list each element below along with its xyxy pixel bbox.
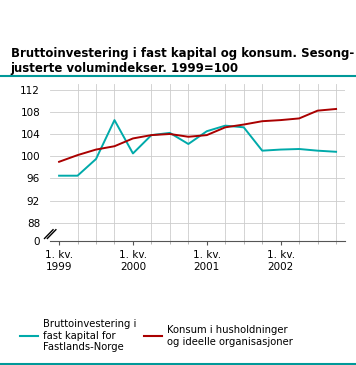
Text: Bruttoinvestering i fast kapital og konsum. Sesong-
justerte volumindekser. 1999: Bruttoinvestering i fast kapital og kons… xyxy=(11,47,354,75)
Legend: Bruttoinvestering i
fast kapital for
Fastlands-Norge, Konsum i husholdninger
og : Bruttoinvestering i fast kapital for Fas… xyxy=(16,315,297,356)
